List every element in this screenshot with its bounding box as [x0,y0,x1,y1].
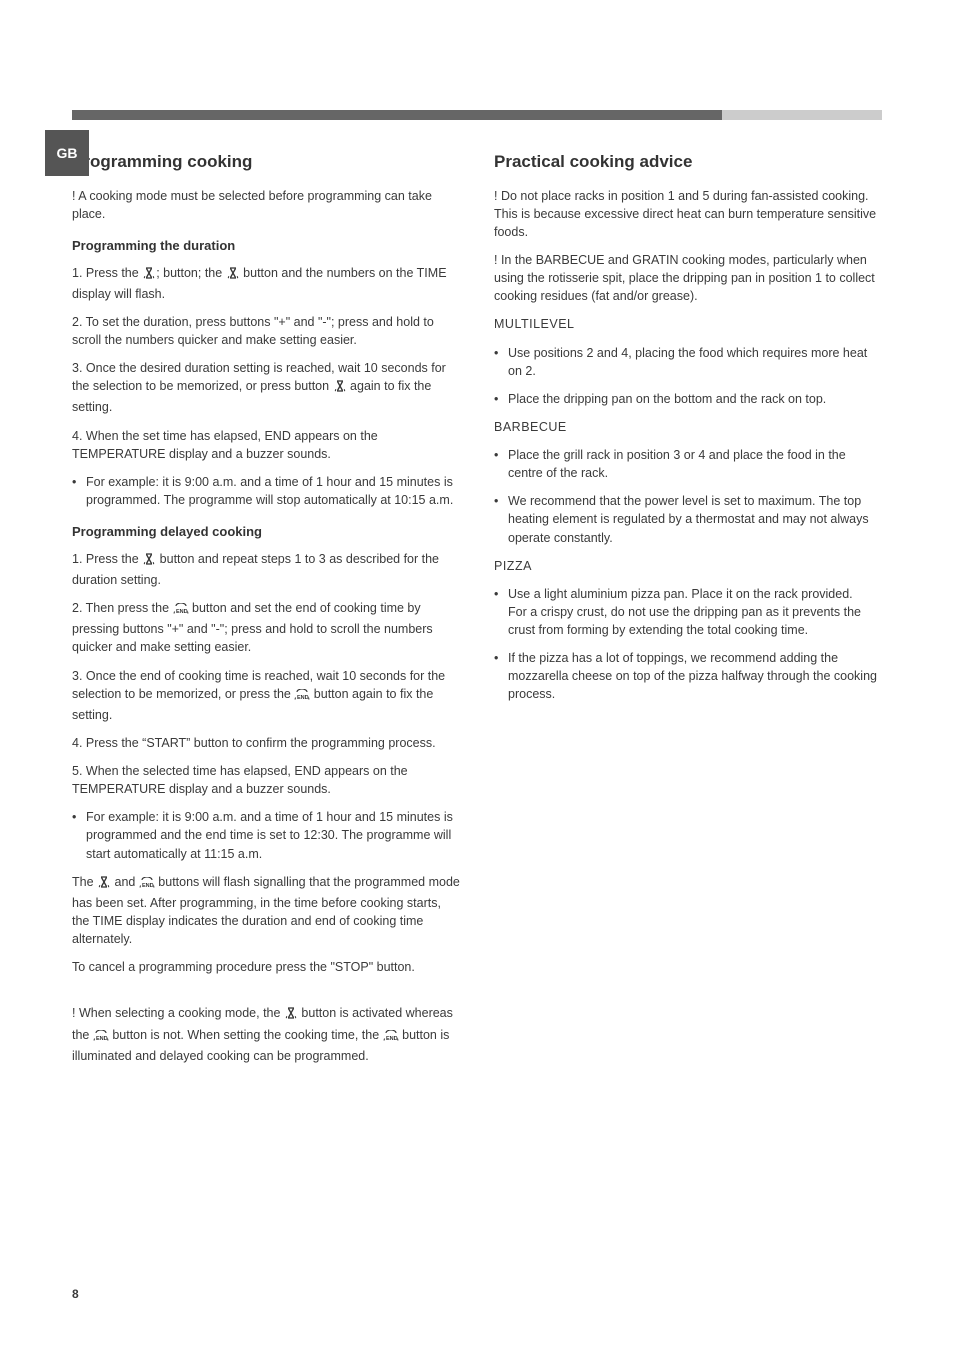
list-item: We recommend that the power level is set… [494,492,882,546]
duration-step3: 3. Once the desired duration setting is … [72,359,460,416]
barbecue-list: Place the grill rack in position 3 or 4 … [494,446,882,547]
subhead-duration: Programming the duration [72,237,460,256]
duration-step2: 2. To set the duration, press buttons "+… [72,313,460,349]
duration-example-list: For example: it is 9:00 a.m. and a time … [72,473,460,509]
language-tab: GB [45,130,89,176]
hourglass-icon [142,266,156,285]
cancel-note: To cancel a programming procedure press … [72,958,460,976]
svg-text:END: END [297,695,309,701]
svg-text:END: END [96,1036,108,1042]
page-number: 8 [72,1287,79,1301]
page-container: GB Programming cooking ! A cooking mode … [0,0,954,1351]
list-item: For example: it is 9:00 a.m. and a time … [72,473,460,509]
delayed-step1: 1. Press the button and repeat steps 1 t… [72,550,460,589]
end-icon: END [294,688,310,706]
delayed-step3: 3. Once the end of cooking time is reach… [72,667,460,724]
end-icon: END [93,1029,109,1047]
list-item: For example: it is 9:00 a.m. and a time … [72,808,460,862]
delayed-example-list: For example: it is 9:00 a.m. and a time … [72,808,460,862]
delayed-flash-note: The and END buttons will flash signallin… [72,873,460,949]
list-item: Place the grill rack in position 3 or 4 … [494,446,882,482]
heading-practical: Practical cooking advice [494,150,882,175]
sub-multilevel: MULTILEVEL [494,315,882,333]
subhead-delayed: Programming delayed cooking [72,523,460,542]
list-item: Use positions 2 and 4, placing the food … [494,344,882,380]
svg-text:END: END [142,883,154,889]
header-bar [72,110,882,120]
delayed-step2: 2. Then press the END button and set the… [72,599,460,656]
sub-pizza: PIZZA [494,557,882,575]
end-icon: END [173,602,189,620]
delayed-step4: 4. Press the “START” button to confirm t… [72,734,460,752]
hourglass-icon [333,379,347,398]
sub-barbecue: BARBECUE [494,418,882,436]
pizza-list: Use a light aluminium pizza pan. Place i… [494,585,882,704]
hourglass-icon [142,552,156,571]
content-columns: Programming cooking ! A cooking mode mus… [72,150,882,1075]
hourglass-icon [97,875,111,894]
hourglass-icon [226,266,240,285]
list-item: Place the dripping pan on the bottom and… [494,390,882,408]
left-column: Programming cooking ! A cooking mode mus… [72,150,460,1075]
svg-text:END: END [386,1036,398,1042]
right-column: Practical cooking advice ! Do not place … [494,150,882,1075]
end-icon: END [139,876,155,894]
delayed-step5: 5. When the selected time has elapsed, E… [72,762,460,798]
hourglass-icon [284,1006,298,1025]
duration-step4: 4. When the set time has elapsed, END ap… [72,427,460,463]
list-item: If the pizza has a lot of toppings, we r… [494,649,882,703]
advice-p2: ! In the BARBECUE and GRATIN cooking mod… [494,251,882,305]
intro-text: ! A cooking mode must be selected before… [72,187,460,223]
svg-text:END: END [176,609,188,615]
mode-selection-note: ! When selecting a cooking mode, the but… [72,1004,460,1064]
advice-p1: ! Do not place racks in position 1 and 5… [494,187,882,241]
multilevel-list: Use positions 2 and 4, placing the food … [494,344,882,408]
list-item: Use a light aluminium pizza pan. Place i… [494,585,882,639]
end-icon: END [383,1029,399,1047]
duration-step1: 1. Press the ; button; the button and th… [72,264,460,303]
heading-programming: Programming cooking [72,150,460,175]
